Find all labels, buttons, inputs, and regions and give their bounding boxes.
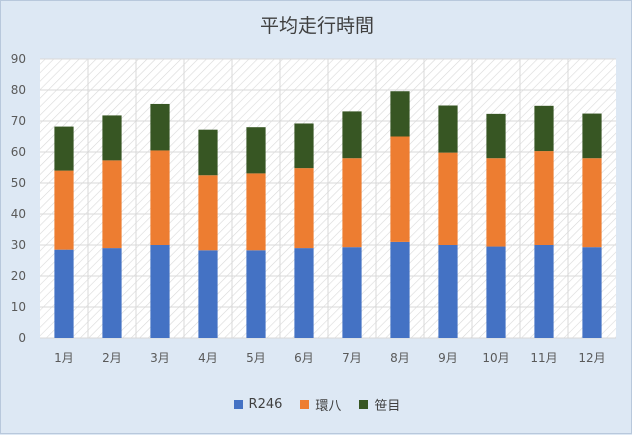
legend-swatch <box>359 400 369 409</box>
x-tick-label: 6月 <box>294 351 314 365</box>
y-tick-label: 40 <box>11 207 26 221</box>
y-tick-label: 30 <box>11 238 26 252</box>
x-tick-label: 10月 <box>482 351 509 365</box>
bar-segment-R246 <box>102 248 122 338</box>
legend-swatch <box>300 400 310 409</box>
bar-segment-R246 <box>582 247 602 338</box>
bar-segment-笹目 <box>582 113 602 159</box>
bar-segment-環八 <box>102 160 122 249</box>
bar-segment-笹目 <box>54 126 74 171</box>
bar-segment-笹目 <box>390 91 410 137</box>
bar-segment-R246 <box>150 245 170 338</box>
bar-segment-環八 <box>438 152 458 245</box>
bar-segment-R246 <box>438 245 458 338</box>
legend-item: 笹目 <box>359 395 400 414</box>
x-tick-label: 8月 <box>390 351 410 365</box>
x-tick-label: 1月 <box>54 351 74 365</box>
legend-swatch <box>233 400 243 409</box>
bar-segment-R246 <box>486 246 506 338</box>
bar-segment-環八 <box>582 158 602 248</box>
bar-segment-R246 <box>294 248 314 338</box>
bar-segment-環八 <box>486 158 506 247</box>
bar-segment-環八 <box>150 150 170 245</box>
legend-label: R246 <box>248 397 283 412</box>
bar-segment-環八 <box>198 175 218 251</box>
x-axis: 1月 2月 3月 4月 5月 6月 7月 8月 9月 10月 11月 12月 <box>54 351 605 365</box>
y-tick-label: 80 <box>11 83 26 97</box>
bar-segment-笹目 <box>294 123 314 169</box>
y-tick-label: 60 <box>11 145 26 159</box>
bar-segment-R246 <box>390 241 410 338</box>
y-tick-label: 10 <box>11 300 26 314</box>
bar-segment-環八 <box>534 151 554 245</box>
bar-segment-笹目 <box>150 103 170 151</box>
x-tick-label: 11月 <box>530 351 557 365</box>
y-tick-label: 20 <box>11 269 26 283</box>
bar-segment-笹目 <box>246 127 266 174</box>
bar-segment-R246 <box>342 247 362 338</box>
x-tick-label: 5月 <box>246 351 266 365</box>
bar-segment-R246 <box>534 245 554 338</box>
x-tick-label: 4月 <box>198 351 218 365</box>
y-axis: 0 10 20 30 40 50 60 70 80 90 <box>11 52 26 345</box>
bar-segment-環八 <box>390 136 410 242</box>
bar-segment-R246 <box>246 250 266 338</box>
x-tick-label: 2月 <box>102 351 122 365</box>
legend-label: 笹目 <box>374 399 401 414</box>
bar-segment-R246 <box>54 249 74 338</box>
bar-segment-笹目 <box>534 105 554 152</box>
x-tick-label: 7月 <box>342 351 362 365</box>
gridlines <box>40 58 616 339</box>
x-tick-label: 12月 <box>578 351 605 365</box>
y-tick-label: 70 <box>11 114 26 128</box>
x-tick-label: 9月 <box>438 351 458 365</box>
chart-title: 平均走行時間 <box>259 15 374 37</box>
bars <box>54 91 602 338</box>
legend-item: R246 <box>233 395 283 414</box>
legend-item: 環八 <box>300 395 341 414</box>
bar-segment-環八 <box>54 170 74 250</box>
bar-segment-笹目 <box>438 105 458 153</box>
bar-segment-環八 <box>294 168 314 249</box>
y-tick-label: 90 <box>11 52 26 66</box>
y-tick-label: 50 <box>11 176 26 190</box>
bar-segment-環八 <box>246 173 266 251</box>
bar-segment-笹目 <box>486 113 506 159</box>
legend: R246 環八 笹目 <box>1 395 632 414</box>
x-tick-label: 3月 <box>150 351 170 365</box>
bar-segment-笹目 <box>342 111 362 159</box>
bar-segment-環八 <box>342 158 362 248</box>
bar-segment-笹目 <box>102 115 122 161</box>
y-tick-label: 0 <box>18 331 26 345</box>
legend-label: 環八 <box>315 399 342 414</box>
bar-segment-笹目 <box>198 129 218 176</box>
bar-segment-R246 <box>198 250 218 338</box>
